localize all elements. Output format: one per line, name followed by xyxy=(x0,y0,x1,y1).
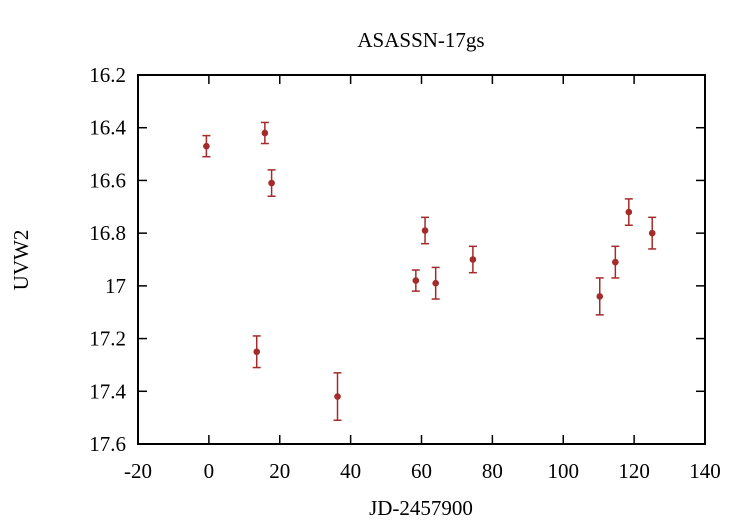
data-point xyxy=(596,293,604,300)
x-tick-label: 80 xyxy=(482,459,503,483)
data-point xyxy=(253,348,261,356)
x-tick-label: 120 xyxy=(618,459,650,483)
x-tick-label: -20 xyxy=(124,459,152,483)
y-tick-label: 16.6 xyxy=(89,168,126,192)
chart-title: ASASSN-17gs xyxy=(357,28,484,52)
x-tick-label: 140 xyxy=(689,459,721,483)
data-point xyxy=(648,229,656,237)
data-point xyxy=(421,227,429,234)
y-tick-label: 17.6 xyxy=(89,432,126,456)
y-tick-label: 17 xyxy=(105,274,126,298)
data-point xyxy=(469,256,477,263)
x-axis-label: JD-2457900 xyxy=(369,496,473,520)
y-axis-label: UVW2 xyxy=(9,230,33,291)
x-tick-label: 40 xyxy=(340,459,361,483)
x-tick-label: 60 xyxy=(411,459,432,483)
data-point xyxy=(412,277,420,284)
plot-frame xyxy=(137,74,706,445)
data-point xyxy=(334,393,341,400)
data-point xyxy=(268,179,275,187)
x-axis-ticks: -20 0 20 40 60 80 100 120 140 xyxy=(124,75,721,483)
x-tick-label: 100 xyxy=(548,459,580,483)
data-point xyxy=(612,258,619,266)
y-tick-label: 17.2 xyxy=(89,327,126,351)
y-tick-label: 16.2 xyxy=(89,63,126,87)
data-points xyxy=(202,121,657,422)
data-point xyxy=(203,142,210,150)
y-tick-label: 16.4 xyxy=(89,116,126,140)
data-point xyxy=(625,208,633,216)
x-tick-label: 0 xyxy=(204,459,215,483)
y-tick-label: 16.8 xyxy=(89,221,126,245)
data-point xyxy=(432,279,439,287)
x-tick-label: 20 xyxy=(269,459,290,483)
y-tick-label: 17.4 xyxy=(89,379,126,403)
data-point xyxy=(261,129,269,137)
y-axis-ticks: 16.2 16.4 16.6 16.8 17 17.2 17.4 17.6 xyxy=(89,63,705,456)
